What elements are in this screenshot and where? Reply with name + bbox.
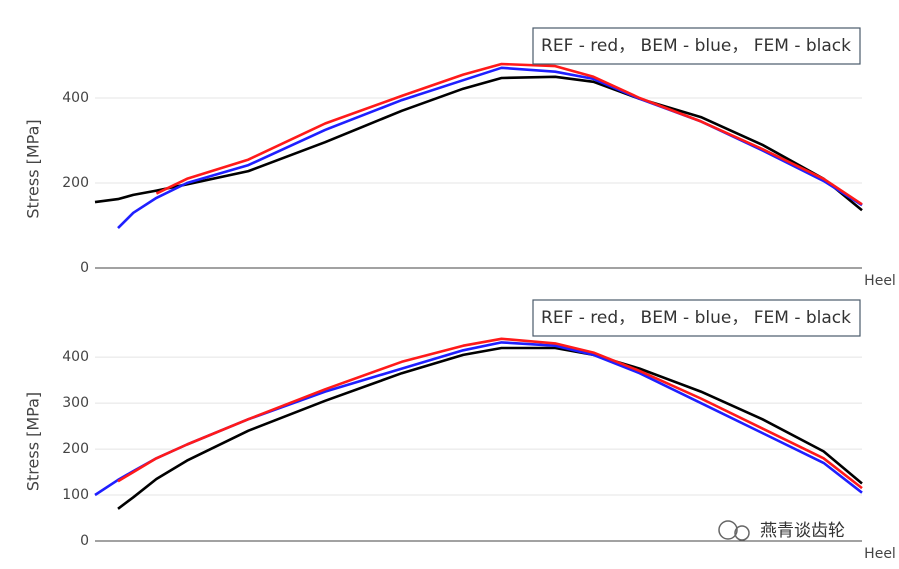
y-tick-label: 300 xyxy=(62,395,89,411)
x-axis-label: Heel xyxy=(864,546,896,562)
line-series xyxy=(117,337,863,490)
line-series xyxy=(94,75,863,212)
watermark: 燕青谈齿轮 xyxy=(718,520,845,541)
x-axis-label: Heel xyxy=(864,273,896,289)
chart: 0 200 400 Heel Stress [MPa] REF - red， BEM - … xyxy=(24,27,896,289)
watermark-icon xyxy=(734,525,750,541)
y-tick-label: 200 xyxy=(62,175,89,191)
y-tick-label: 0 xyxy=(80,260,89,276)
line-series xyxy=(94,341,863,497)
y-axis-label: Stress [MPa] xyxy=(24,119,43,218)
chart: 0 100 200 300 400 Heel Stress [MPa] REF - red， … xyxy=(24,299,896,562)
y-tick-label: 100 xyxy=(62,487,89,503)
y-tick-label: 400 xyxy=(62,349,89,365)
watermark-text: 燕青谈齿轮 xyxy=(760,521,845,541)
y-tick-label: 200 xyxy=(62,441,89,457)
watermark-icon xyxy=(718,520,738,540)
y-axis-label: Stress [MPa] xyxy=(24,392,43,491)
legend-text: REF - red， BEM - blue， FEM - black xyxy=(541,36,851,56)
legend-box xyxy=(532,27,861,65)
y-tick-label: 400 xyxy=(62,90,89,106)
y-tick-label: 0 xyxy=(80,533,89,549)
line-series xyxy=(117,66,863,230)
legend-text: REF - red， BEM - blue， FEM - black xyxy=(541,308,851,328)
legend-box xyxy=(532,299,861,337)
line-series xyxy=(155,62,863,206)
line-series xyxy=(117,346,863,510)
